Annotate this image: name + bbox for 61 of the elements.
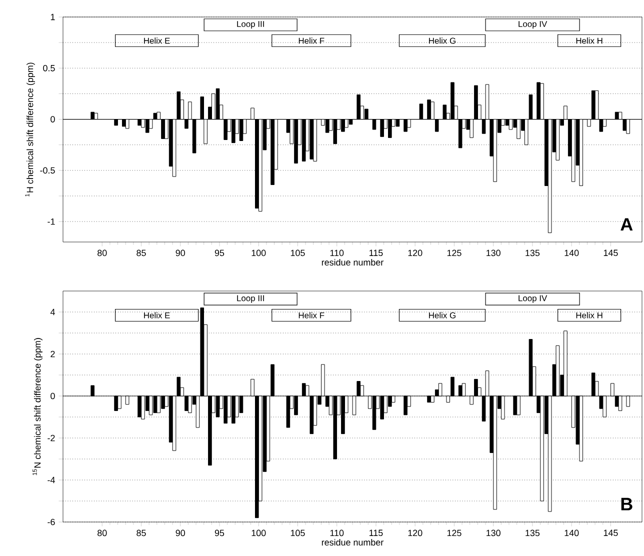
y-tick-label: 2	[50, 350, 55, 358]
x-tick-label: 110	[330, 530, 344, 536]
y-tick-label: 0.5	[43, 64, 55, 72]
annotation: Helix E	[144, 38, 170, 44]
x-tick-label: 125	[447, 250, 462, 256]
x-tick-label: 140	[564, 250, 579, 256]
y-tick-label: 4	[50, 308, 55, 316]
x-tick-label: 145	[604, 530, 618, 536]
annotation: Loop IV	[518, 21, 548, 29]
x-tick-label: 120	[408, 530, 422, 536]
x-tick-label: 100	[252, 250, 266, 256]
x-tick-label: 85	[136, 250, 146, 256]
x-tick-label: 130	[486, 530, 500, 536]
x-tick-label: 140	[564, 530, 579, 536]
x-tick-label: 135	[526, 250, 540, 256]
y-tick-label: -2	[48, 434, 55, 442]
x-tick-label: 115	[370, 250, 383, 256]
annotation: Helix G	[429, 38, 456, 44]
x-tick-label: 125	[447, 530, 462, 536]
x-tick-label: 135	[526, 530, 540, 536]
annotation: Helix E	[144, 312, 170, 318]
bar	[148, 396, 153, 416]
y-tick-label: -6	[48, 518, 55, 526]
y-tick-label: 0	[50, 116, 55, 122]
x-tick-label: 80	[98, 530, 107, 536]
x-tick-label: 105	[290, 530, 305, 536]
annotation: B	[621, 498, 632, 510]
x-tick-label: 145	[604, 250, 618, 256]
annotation: Loop III	[237, 21, 264, 29]
y-tick-label: -4	[48, 476, 55, 484]
x-tick-label: 90	[176, 530, 186, 536]
annotation: Helix H	[576, 312, 602, 318]
y-axis-title: $^{1}$H chemical shift difference (ppm)	[25, 62, 35, 196]
x-tick-label: 95	[214, 530, 224, 536]
bar	[258, 119, 262, 212]
bar	[153, 396, 158, 414]
x-tick-label: 120	[408, 250, 422, 256]
y-tick-label: -1	[48, 218, 55, 225]
x-tick-label: 100	[252, 530, 266, 536]
annotation: Loop IV	[518, 295, 548, 303]
x-tick-label: 95	[214, 250, 224, 256]
x-axis-title: residue number	[322, 538, 384, 546]
y-tick-label: 1	[50, 14, 55, 20]
x-tick-label: 105	[290, 250, 305, 256]
y-axis-title: $^{15}$N chemical shift difference (ppm)	[32, 338, 42, 476]
x-tick-label: 110	[330, 250, 344, 256]
x-axis-title: residue number	[322, 258, 384, 266]
annotation: Helix G	[429, 312, 456, 318]
y-tick-label: -0.5	[40, 167, 55, 174]
x-tick-label: 130	[486, 250, 500, 256]
annotation: A	[620, 218, 633, 231]
y-tick-label: 0	[50, 392, 55, 400]
annotation: Helix F	[298, 312, 324, 318]
annotation: Helix H	[576, 38, 602, 44]
annotation: Helix F	[298, 38, 324, 44]
bar	[571, 119, 576, 182]
x-tick-label: 115	[370, 530, 383, 536]
x-tick-label: 80	[98, 250, 107, 256]
x-tick-label: 85	[136, 530, 146, 536]
annotation: Loop III	[237, 295, 264, 303]
x-tick-label: 90	[176, 250, 186, 256]
